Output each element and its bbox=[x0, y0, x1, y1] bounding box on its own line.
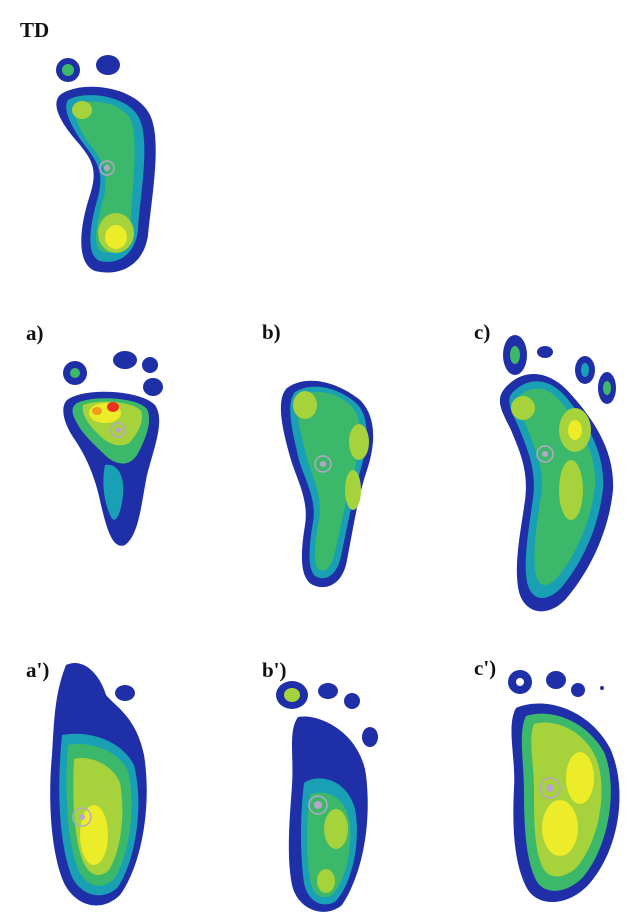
footprint-b-prime bbox=[276, 681, 378, 912]
footprint-b bbox=[280, 380, 374, 588]
footprint-td bbox=[56, 55, 156, 273]
label-td: TD bbox=[20, 18, 50, 42]
label-c-prime: c') bbox=[474, 656, 497, 680]
label-b-prime: b') bbox=[262, 658, 287, 682]
label-b: b) bbox=[262, 320, 281, 344]
label-c: c) bbox=[474, 320, 491, 344]
footprint-a-prime bbox=[50, 663, 147, 906]
footprint-c bbox=[499, 335, 616, 612]
footprint-c-prime bbox=[508, 670, 620, 903]
label-a-prime: a') bbox=[26, 658, 50, 682]
footprint-a bbox=[63, 351, 163, 546]
label-a: a) bbox=[26, 321, 44, 345]
